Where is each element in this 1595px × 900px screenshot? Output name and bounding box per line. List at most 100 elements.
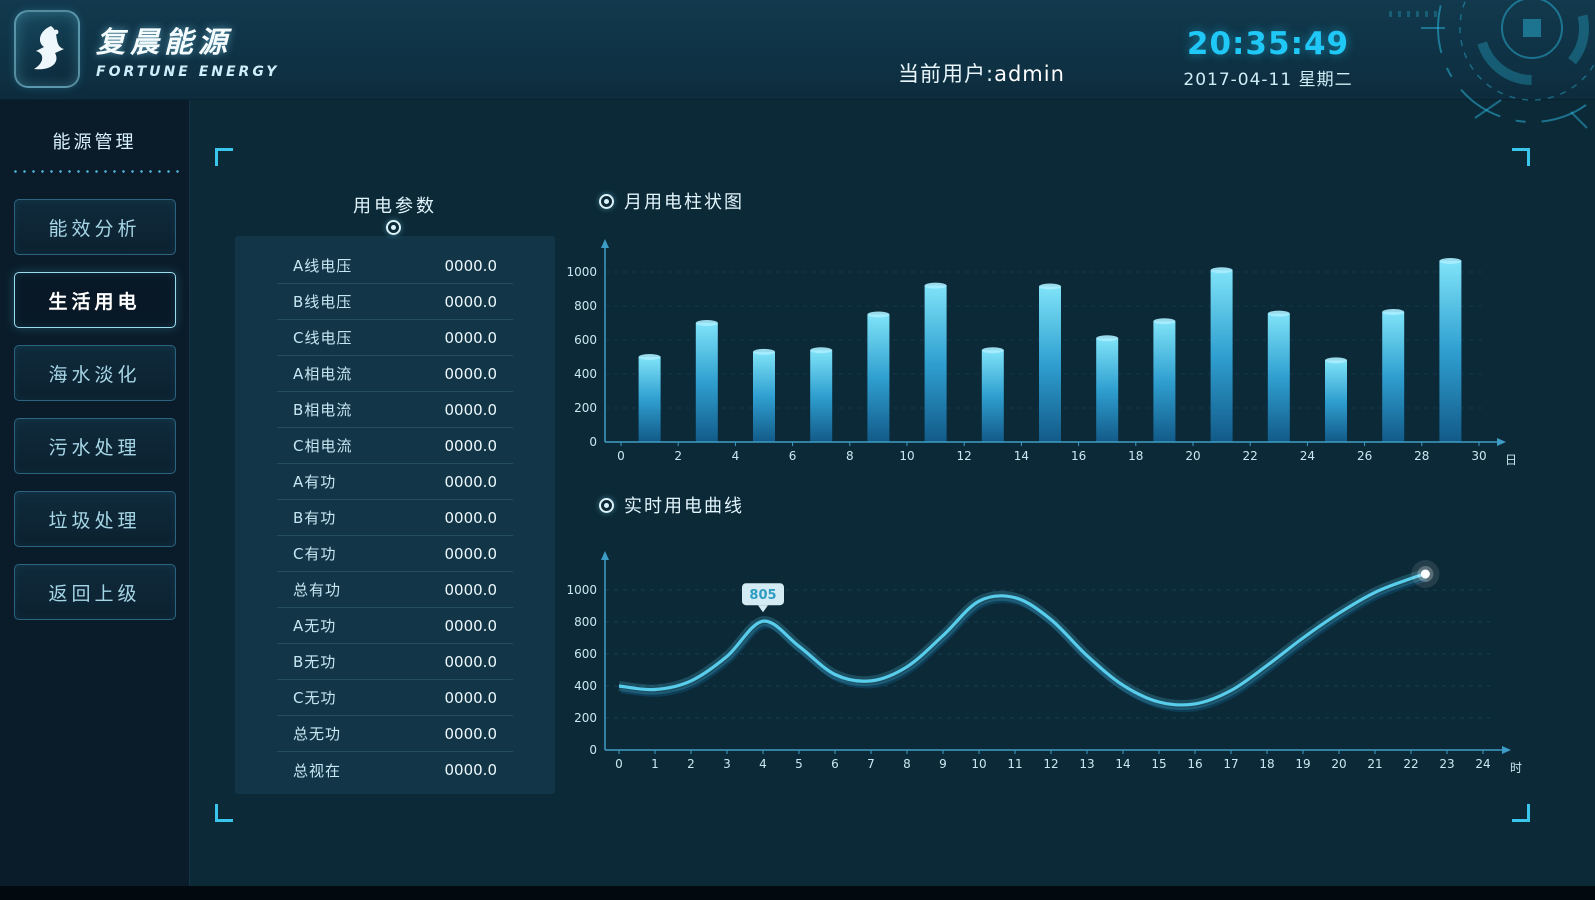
- sidebar: 能源管理 能效分析生活用电海水淡化污水处理垃圾处理返回上级: [0, 100, 190, 886]
- param-value: 0000.0: [444, 328, 498, 347]
- logo-text: 复晨能源 FORTUNE ENERGY: [96, 19, 279, 80]
- param-value: 0000.0: [444, 724, 498, 743]
- param-row: A相电流 0000.0: [277, 356, 513, 392]
- dotted-divider: [10, 170, 179, 173]
- svg-text:0: 0: [589, 743, 597, 757]
- sidebar-menu: 能效分析生活用电海水淡化污水处理垃圾处理返回上级: [0, 199, 189, 620]
- main-content: 用电参数 A线电压 0000.0 B线电压 0000.0 C线电压 0000.0 A相电流 0…: [190, 100, 1595, 886]
- svg-text:时: 时: [1510, 761, 1522, 775]
- clock-block: 20:35:49 2017-04-11 星期二: [1168, 26, 1368, 90]
- param-label: A线电压: [293, 257, 353, 275]
- param-label: B有功: [293, 509, 337, 527]
- svg-text:600: 600: [574, 647, 597, 661]
- svg-text:20: 20: [1331, 757, 1346, 771]
- param-label: 总有功: [293, 581, 342, 599]
- svg-text:8: 8: [903, 757, 911, 771]
- sidebar-item-domestic-power[interactable]: 生活用电: [13, 272, 176, 328]
- param-row: B无功 0000.0: [277, 644, 513, 680]
- monthly-bar-chart: 0 2 4 6 8 10 12 14 16 18 20 22 24 26 28 30 0 200 400 600 800…: [566, 224, 1527, 474]
- clock-date: 2017-04-11 星期二: [1183, 70, 1353, 90]
- logo-title-en: FORTUNE ENERGY: [96, 63, 280, 80]
- svg-text:1: 1: [651, 757, 659, 771]
- param-value: 0000.0: [444, 616, 498, 635]
- svg-text:4: 4: [759, 757, 767, 771]
- svg-text:21: 21: [1367, 757, 1382, 771]
- param-value: 0000.0: [444, 292, 498, 311]
- logo-title-cn: 复晨能源: [96, 24, 233, 59]
- param-value: 0000.0: [444, 472, 498, 491]
- svg-text:600: 600: [574, 333, 597, 347]
- line-chart-radio-icon: [599, 497, 614, 513]
- svg-text:26: 26: [1357, 449, 1372, 463]
- logo: 复晨能源 FORTUNE ENERGY: [14, 10, 279, 88]
- svg-text:15: 15: [1151, 757, 1166, 771]
- svg-text:800: 800: [574, 299, 597, 313]
- svg-text:22: 22: [1243, 449, 1258, 463]
- param-row: B有功 0000.0: [277, 500, 513, 536]
- param-row: B相电流 0000.0: [277, 392, 513, 428]
- sidebar-item-energy-efficiency[interactable]: 能效分析: [13, 199, 176, 255]
- param-value: 0000.0: [444, 508, 498, 527]
- sidebar-item-sewage-treatment[interactable]: 污水处理: [13, 418, 176, 474]
- svg-text:6: 6: [789, 449, 797, 463]
- sidebar-title: 能源管理: [52, 132, 137, 153]
- param-row: 总无功 0000.0: [277, 716, 513, 752]
- svg-text:400: 400: [574, 679, 597, 693]
- svg-text:28: 28: [1414, 449, 1429, 463]
- sidebar-item-desalination[interactable]: 海水淡化: [13, 345, 176, 401]
- svg-text:0: 0: [617, 449, 625, 463]
- svg-text:800: 800: [574, 615, 597, 629]
- param-label: C有功: [293, 545, 337, 563]
- param-value: 0000.0: [444, 364, 498, 383]
- svg-text:7: 7: [867, 757, 875, 771]
- svg-text:17: 17: [1223, 757, 1238, 771]
- svg-text:1000: 1000: [567, 265, 597, 279]
- param-row: C线电压 0000.0: [277, 320, 513, 356]
- svg-text:12: 12: [1043, 757, 1058, 771]
- param-value: 0000.0: [444, 436, 498, 455]
- param-label: C相电流: [293, 437, 353, 455]
- param-value: 0000.0: [444, 580, 498, 599]
- line-chart-tooltip: 805: [742, 583, 784, 613]
- bar-chart-title: 月用电柱状图: [624, 192, 744, 213]
- param-value: 0000.0: [444, 688, 498, 707]
- param-value: 0000.0: [444, 761, 498, 779]
- svg-text:16: 16: [1187, 757, 1202, 771]
- params-panel: A线电压 0000.0 B线电压 0000.0 C线电压 0000.0 A相电流 0000.0…: [235, 236, 555, 794]
- frame-corner-bottom-right: [1512, 804, 1530, 822]
- content-frame: 用电参数 A线电压 0000.0 B线电压 0000.0 C线电压 0000.0 A相电流 0…: [215, 148, 1530, 822]
- svg-text:200: 200: [574, 401, 597, 415]
- svg-text:11: 11: [1007, 757, 1022, 771]
- svg-text:22: 22: [1403, 757, 1418, 771]
- svg-text:14: 14: [1115, 757, 1130, 771]
- param-label: A有功: [293, 473, 337, 491]
- svg-text:4: 4: [732, 449, 740, 463]
- param-label: C无功: [293, 689, 337, 707]
- param-label: A无功: [293, 617, 337, 635]
- sidebar-item-back[interactable]: 返回上级: [13, 564, 176, 620]
- svg-text:24: 24: [1475, 757, 1490, 771]
- frame-corner-top-left: [215, 148, 233, 166]
- header: 复晨能源 FORTUNE ENERGY 当前用户:admin 20:35:49 …: [0, 0, 1595, 129]
- param-label: 总无功: [293, 725, 342, 743]
- param-value: 0000.0: [444, 256, 498, 275]
- param-row: C相电流 0000.0: [277, 428, 513, 464]
- bar-chart-radio-icon: [599, 193, 614, 209]
- svg-text:10: 10: [971, 757, 986, 771]
- svg-text:19: 19: [1295, 757, 1310, 771]
- svg-text:6: 6: [831, 757, 839, 771]
- frame-corner-top-right: [1512, 148, 1530, 166]
- svg-text:24: 24: [1300, 449, 1315, 463]
- svg-text:3: 3: [723, 757, 731, 771]
- param-row: A无功 0000.0: [277, 608, 513, 644]
- param-label: B相电流: [293, 401, 353, 419]
- svg-text:400: 400: [574, 367, 597, 381]
- line-chart-title: 实时用电曲线: [624, 496, 744, 517]
- svg-text:805: 805: [749, 588, 776, 603]
- sidebar-item-waste-treatment[interactable]: 垃圾处理: [13, 491, 176, 547]
- svg-text:18: 18: [1128, 449, 1143, 463]
- svg-text:1000: 1000: [567, 583, 597, 597]
- svg-text:0: 0: [589, 435, 597, 449]
- param-row: B线电压 0000.0: [277, 284, 513, 320]
- current-user-name: admin: [994, 62, 1065, 86]
